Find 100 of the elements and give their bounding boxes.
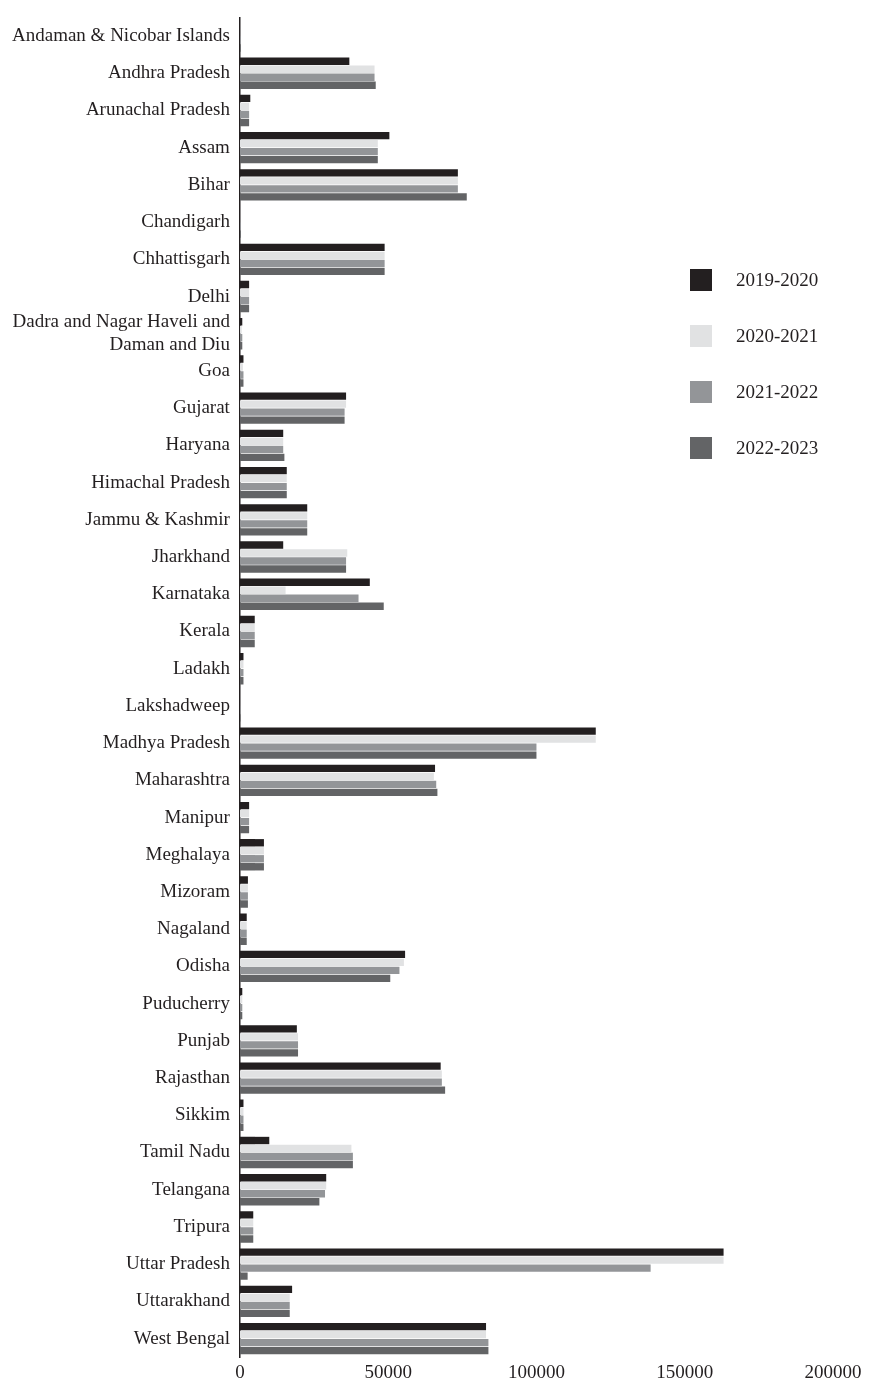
y-tick-label: Karnataka <box>151 582 231 604</box>
bar <box>239 780 437 789</box>
y-tick-label: Meghalaya <box>145 842 231 864</box>
bar <box>239 400 347 408</box>
bar <box>239 884 248 892</box>
y-tick-label: Arunachal Pradesh <box>85 98 231 120</box>
bar <box>239 1049 299 1057</box>
y-tick-label: Mizoram <box>160 879 231 901</box>
bar <box>239 73 375 81</box>
bar <box>239 379 244 387</box>
bar <box>239 482 287 491</box>
bar <box>239 267 385 275</box>
y-tick-label: Telangana <box>152 1177 231 1199</box>
y-tick-label: Rajasthan <box>154 1066 231 1088</box>
bar <box>239 1219 254 1227</box>
bar <box>239 1070 442 1078</box>
y-tick-label: Uttar Pradesh <box>125 1252 231 1274</box>
bar <box>239 1346 489 1355</box>
bar <box>239 1078 442 1086</box>
y-tick-label: Tripura <box>173 1214 231 1236</box>
y-tick-label: Sikkim <box>175 1103 231 1125</box>
bar <box>239 1144 352 1153</box>
bar <box>239 565 347 573</box>
bar <box>239 937 247 945</box>
y-tick-label: Madhya Pradesh <box>102 731 231 753</box>
bar <box>239 602 384 610</box>
y-tick-label: Dadra and Nagar Haveli and Daman and Diu <box>12 310 231 355</box>
y-tick-label: Bihar <box>187 172 231 194</box>
y-tick-label: Himachal Pradesh <box>91 470 231 492</box>
bar <box>239 437 284 446</box>
x-tick-label: 100000 <box>507 1360 565 1382</box>
legend-label: 2020-2021 <box>736 325 819 347</box>
bar <box>239 520 308 528</box>
bar <box>239 594 359 602</box>
y-tick-label: Tamil Nadu <box>139 1140 231 1162</box>
bar <box>239 155 378 164</box>
bar <box>239 958 404 967</box>
bar <box>239 1338 489 1347</box>
bar <box>239 817 250 826</box>
y-tick-label: Kerala <box>179 619 231 641</box>
bar <box>239 474 287 483</box>
y-tick-label: West Bengal <box>133 1326 230 1348</box>
bar <box>239 1330 487 1339</box>
bar <box>239 639 255 648</box>
bar <box>239 371 244 379</box>
y-tick-label: Punjab <box>177 1028 230 1050</box>
y-tick-label: Haryana <box>165 433 231 455</box>
bar <box>239 623 255 632</box>
bar <box>239 1293 290 1302</box>
legend-label: 2022-2023 <box>736 437 819 459</box>
bar <box>239 549 348 557</box>
bar <box>239 259 385 267</box>
bar <box>239 65 375 73</box>
bar <box>239 296 250 305</box>
bar <box>239 809 250 818</box>
y-tick-label: Puducherry <box>142 991 231 1013</box>
bar <box>239 177 458 185</box>
bar <box>239 139 378 148</box>
bar <box>239 847 264 855</box>
bar <box>239 772 434 781</box>
bar <box>239 416 345 424</box>
x-tick-label: 150000 <box>656 1360 714 1382</box>
y-tick-label: Ladakh <box>172 656 231 678</box>
bar <box>239 1033 299 1041</box>
bar <box>239 1272 248 1280</box>
y-tick-label: Nagaland <box>157 917 231 939</box>
bar <box>239 288 250 297</box>
bar <box>239 1198 320 1206</box>
bar <box>239 251 385 259</box>
bar <box>239 974 391 983</box>
y-tick-label: Chhattisgarh <box>132 247 231 269</box>
y-tick-label: Delhi <box>187 284 230 306</box>
bar <box>239 1227 254 1235</box>
bar <box>239 631 255 640</box>
bar <box>239 81 376 89</box>
bar <box>239 929 247 937</box>
legend-label: 2021-2022 <box>736 381 819 403</box>
bar <box>239 1182 327 1190</box>
y-tick-label: Manipur <box>164 805 231 827</box>
bar <box>239 1309 290 1318</box>
bar <box>239 1086 446 1094</box>
y-tick-label: Jharkhand <box>151 545 231 567</box>
bar <box>239 512 308 520</box>
bar <box>239 825 250 834</box>
bar <box>239 185 458 193</box>
y-tick-label: Chandigarh <box>141 210 231 232</box>
bar <box>239 1152 353 1161</box>
x-tick-label: 200000 <box>804 1360 862 1382</box>
bar <box>239 453 285 462</box>
y-tick-label: Uttarakhand <box>136 1289 231 1311</box>
x-tick-label: 0 <box>235 1360 245 1382</box>
bar <box>239 1041 299 1049</box>
bar <box>239 863 264 871</box>
y-tick-label: Assam <box>178 135 231 157</box>
y-tick-label: Lakshadweep <box>125 693 230 715</box>
bar <box>239 921 247 929</box>
bar <box>239 586 286 594</box>
bar <box>239 528 308 536</box>
bar <box>239 193 467 201</box>
bar <box>239 743 537 751</box>
